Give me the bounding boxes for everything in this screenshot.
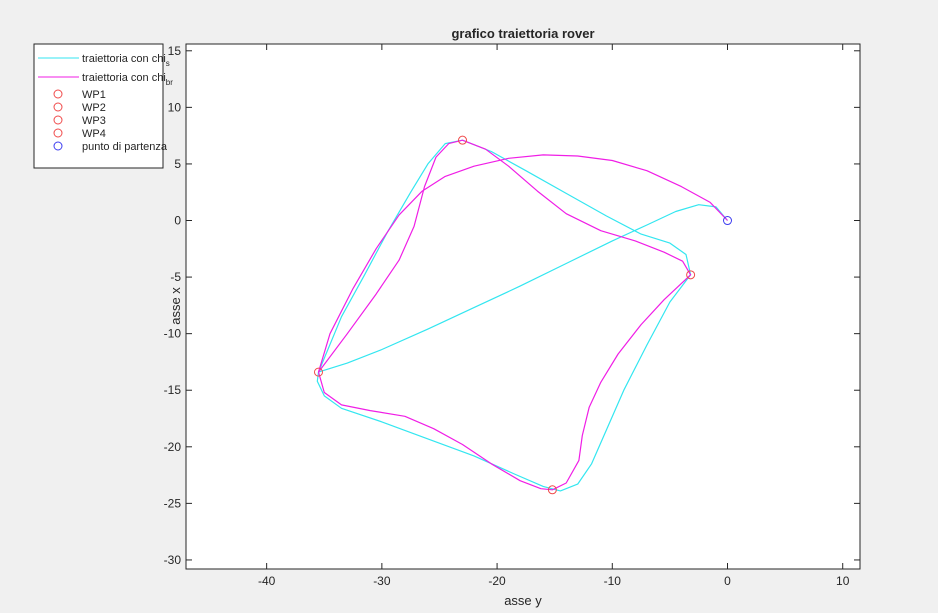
- y-tick-label: -30: [164, 553, 182, 567]
- y-tick-label: 0: [174, 214, 181, 228]
- legend-label-traiettoria-con-chi-br: traiettoria con chibr: [82, 72, 173, 87]
- waypoint-marker-wp1: [458, 135, 468, 145]
- y-tick-label: 10: [168, 100, 182, 114]
- legend-marker-punto-di-partenza: [53, 141, 63, 151]
- legend-marker-wp3: [53, 115, 63, 125]
- waypoint-marker-wp3: [547, 485, 557, 495]
- legend-label-wp4: WP4: [82, 128, 106, 140]
- plot-area: [313, 135, 733, 495]
- legend-label-punto-di-partenza: punto di partenza: [82, 141, 168, 153]
- y-tick-label: -5: [170, 270, 181, 284]
- x-tick-label: 10: [836, 574, 850, 588]
- legend-marker-wp4: [53, 128, 63, 138]
- axes-background: [186, 44, 860, 569]
- y-tick-label: 5: [174, 157, 181, 171]
- y-axis: -30 -25 -20 -15 -10 -5 0 5 10 15: [164, 44, 860, 567]
- legend-label-wp2: WP2: [82, 102, 106, 114]
- start-point-marker: [723, 216, 733, 226]
- x-tick-label: -40: [258, 574, 276, 588]
- y-tick-label: 15: [168, 44, 182, 58]
- legend-marker-wp2: [53, 102, 63, 112]
- legend-label-traiettoria-con-chi-s: traiettoria con chis: [82, 53, 170, 68]
- x-tick-label: -20: [488, 574, 506, 588]
- x-tick-label: 0: [724, 574, 731, 588]
- legend-label-wp3: WP3: [82, 115, 106, 127]
- x-axis: -40 -30 -20 -10 0 10: [258, 44, 850, 588]
- waypoint-marker-wp2: [313, 367, 323, 377]
- y-axis-label: asse x: [168, 287, 183, 325]
- axes-box: [185, 43, 861, 570]
- y-tick-label: -20: [164, 440, 182, 454]
- legend-marker-wp1: [53, 89, 63, 99]
- legend: traiettoria con chis traiettoria con chib…: [33, 43, 173, 169]
- x-tick-label: -10: [604, 574, 622, 588]
- y-tick-label: -25: [164, 496, 182, 510]
- legend-subscript: br: [166, 78, 173, 87]
- waypoint-marker-wp4: [686, 270, 696, 280]
- legend-box: [33, 43, 164, 169]
- x-axis-label: asse y: [504, 593, 542, 608]
- x-tick-label: -30: [373, 574, 391, 588]
- y-tick-label: -10: [164, 327, 182, 341]
- chart-title: grafico traiettoria rover: [451, 26, 594, 41]
- y-tick-label: -15: [164, 383, 182, 397]
- series-line-chi-br: [317, 139, 728, 491]
- legend-label-wp1: WP1: [82, 89, 106, 101]
- legend-subscript: s: [166, 59, 170, 68]
